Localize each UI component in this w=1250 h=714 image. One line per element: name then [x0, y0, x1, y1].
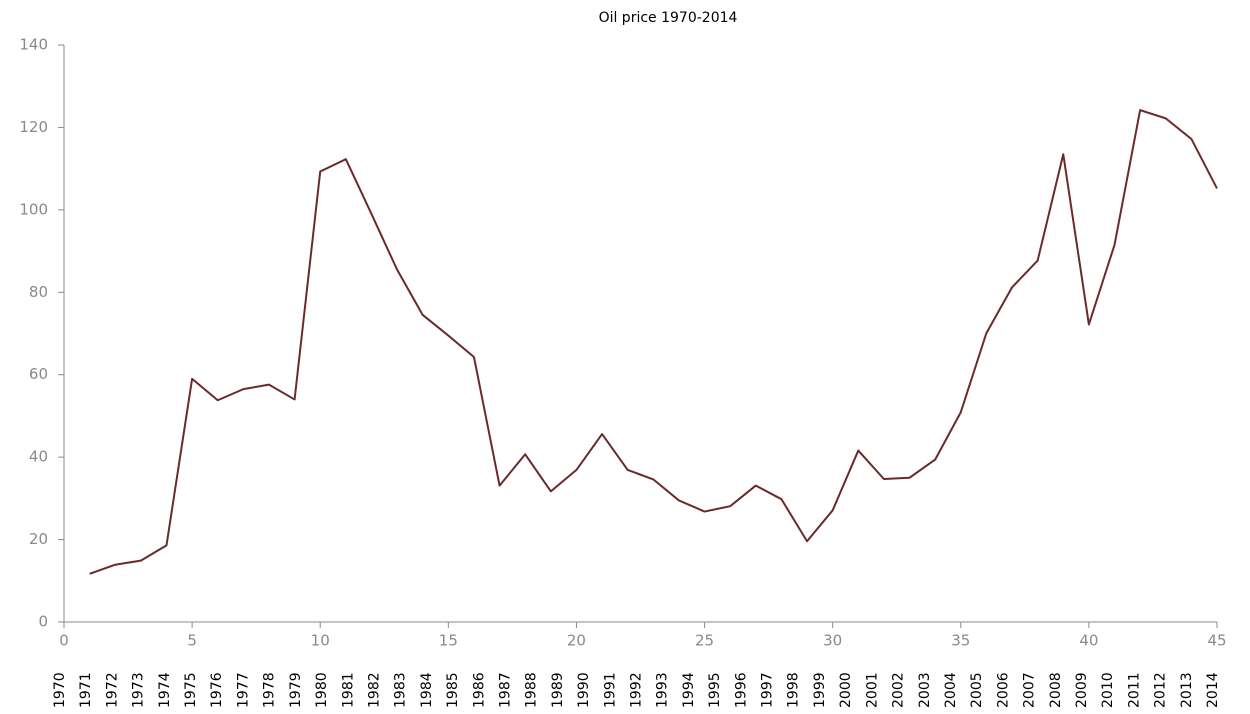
year-label: 1971	[78, 672, 94, 708]
year-label: 1974	[157, 672, 173, 708]
x-tick-label: 35	[951, 632, 970, 650]
year-label: 1993	[655, 672, 671, 708]
x-tick-label: 25	[695, 632, 714, 650]
year-label: 2004	[943, 672, 959, 708]
x-tick-label: 15	[439, 632, 458, 650]
y-tick-label: 80	[29, 283, 48, 301]
year-label: 1982	[366, 672, 382, 708]
year-label: 1975	[183, 672, 199, 708]
year-label: 1972	[104, 672, 120, 708]
x-tick-label: 10	[311, 632, 330, 650]
year-label: 1977	[235, 672, 251, 708]
year-label: 1976	[209, 672, 225, 708]
y-tick-label: 40	[29, 448, 48, 466]
year-label: 2006	[995, 672, 1011, 708]
x-tick-label: 5	[187, 632, 197, 650]
year-label: 1987	[497, 672, 513, 708]
x-tick-label: 45	[1207, 632, 1226, 650]
chart-title: Oil price 1970-2014	[599, 10, 738, 26]
y-tick-label: 100	[19, 200, 48, 218]
year-label: 1984	[419, 672, 435, 708]
year-label: 2011	[1126, 672, 1142, 708]
year-label: 1998	[786, 672, 802, 708]
year-label: 1996	[733, 672, 749, 708]
line	[89, 109, 1218, 575]
year-label: 1983	[393, 672, 409, 708]
year-label: 1991	[602, 672, 618, 708]
year-label: 1989	[550, 672, 566, 708]
year-label: 2002	[891, 672, 907, 708]
year-label: 1990	[576, 672, 592, 708]
year-label: 1988	[524, 672, 540, 708]
year-label: 2003	[917, 672, 933, 708]
year-label: 1986	[471, 672, 487, 708]
year-label: 2014	[1205, 672, 1221, 708]
y-tick-label: 120	[19, 118, 48, 136]
year-label: 1980	[314, 672, 330, 708]
year-label: 1978	[262, 672, 278, 708]
year-label: 1995	[707, 672, 723, 708]
x-tick-label: 30	[823, 632, 842, 650]
year-label: 1981	[340, 672, 356, 708]
x-tick-label: 20	[567, 632, 586, 650]
x-tick-label: 0	[59, 632, 69, 650]
y-tick-label: 0	[38, 613, 48, 631]
year-label: 2007	[1022, 672, 1038, 708]
year-label: 2001	[864, 672, 880, 708]
year-label: 1992	[629, 672, 645, 708]
x-tick-label: 40	[1079, 632, 1098, 650]
year-label: 1994	[681, 672, 697, 708]
year-label: 1997	[760, 672, 776, 708]
year-label: 2013	[1179, 672, 1195, 708]
year-label: 1985	[445, 672, 461, 708]
year-label: 1970	[52, 672, 68, 708]
y-tick-label: 140	[19, 36, 48, 54]
y-tick-label: 20	[29, 530, 48, 548]
year-label: 1999	[812, 672, 828, 708]
year-label: 2012	[1153, 672, 1169, 708]
year-label: 2010	[1100, 672, 1116, 708]
year-label: 2009	[1074, 672, 1090, 708]
year-label: 1973	[131, 672, 147, 708]
year-label: 2005	[969, 672, 985, 708]
y-tick-label: 60	[29, 365, 48, 383]
year-label: 2008	[1048, 672, 1064, 708]
year-label: 2000	[838, 672, 854, 708]
year-label: 1979	[288, 672, 304, 708]
